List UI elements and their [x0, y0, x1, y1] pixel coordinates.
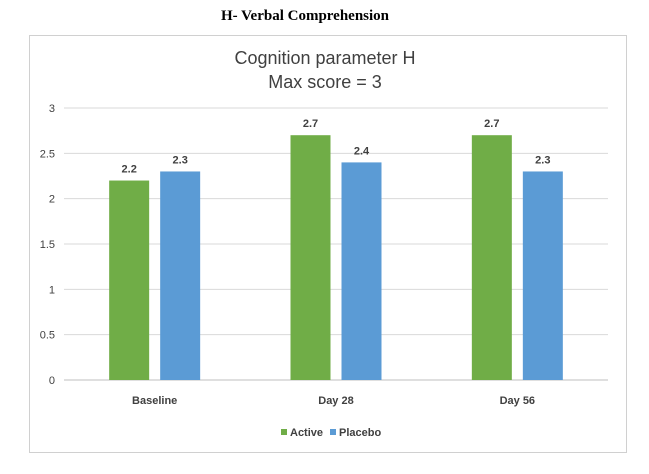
data-label: 2.3 [535, 154, 550, 166]
data-label: 2.7 [484, 118, 499, 130]
chart-title: Cognition parameter H Max score = 3 [234, 48, 415, 92]
chart-title-line-2: Max score = 3 [268, 72, 382, 92]
bar-placebo-day-56 [522, 171, 563, 380]
data-labels: 2.2 2.3 2.7 2.4 2.7 2.3 [122, 118, 551, 175]
legend-swatch-active [281, 429, 287, 435]
data-label: 2.4 [354, 145, 370, 157]
x-category-label: Day 56 [500, 395, 535, 407]
x-axis-categories: Baseline Day 28 Day 56 [132, 395, 535, 407]
chart-title-line-1: Cognition parameter H [234, 48, 415, 68]
y-tick-label: 0 [49, 375, 55, 387]
bar-placebo-baseline [160, 171, 201, 380]
y-tick-label: 0.5 [40, 330, 55, 342]
bar-active-baseline [109, 180, 150, 380]
y-tick-label: 2 [49, 194, 55, 206]
figure-heading: H- Verbal Comprehension [220, 8, 390, 24]
bar-active-day-28 [290, 135, 331, 380]
y-tick-label: 2.5 [40, 148, 55, 160]
x-category-label: Baseline [132, 395, 177, 407]
data-label: 2.2 [122, 164, 137, 176]
gridlines [64, 107, 608, 381]
y-axis-ticks: 0 0.5 1 1.5 2 2.5 3 [40, 103, 55, 387]
data-label: 2.7 [303, 118, 318, 130]
y-tick-label: 1.5 [40, 239, 55, 251]
bar-active-day-56 [471, 135, 512, 380]
y-tick-label: 1 [49, 284, 55, 296]
legend-label-active: Active [290, 427, 323, 439]
legend-label-placebo: Placebo [339, 427, 381, 439]
x-category-label: Day 28 [318, 395, 353, 407]
legend: Active Placebo [281, 427, 381, 439]
bar-placebo-day-28 [341, 162, 382, 380]
legend-swatch-placebo [330, 429, 336, 435]
data-label: 2.3 [173, 154, 188, 166]
y-tick-label: 3 [49, 103, 55, 115]
bars [109, 135, 563, 380]
